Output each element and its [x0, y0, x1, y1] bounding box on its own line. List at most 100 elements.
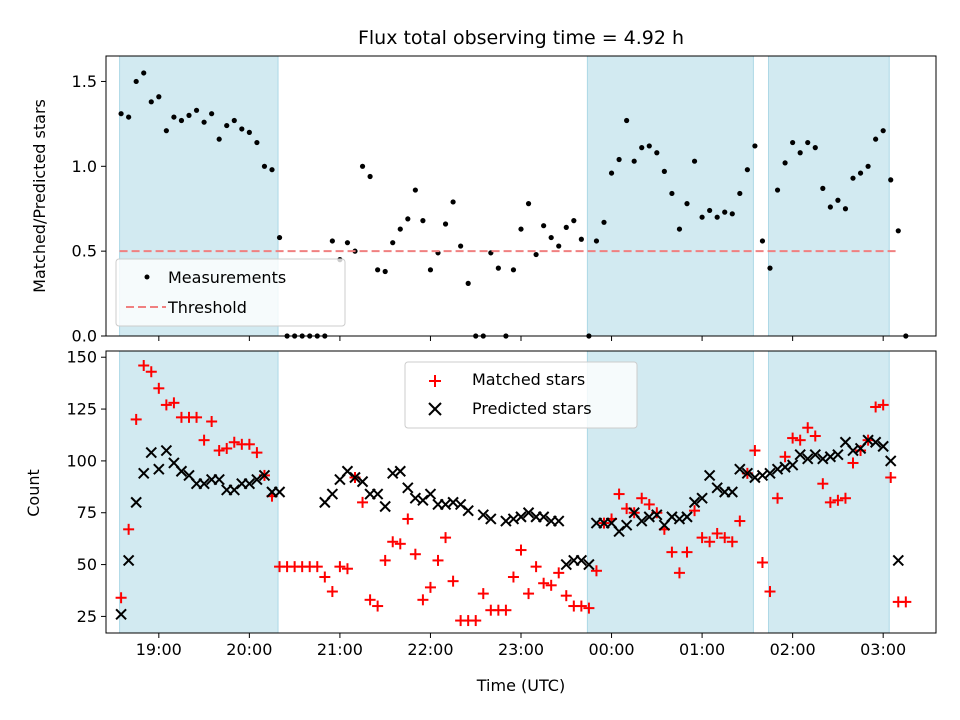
measurement-point [850, 175, 856, 181]
measurement-point [231, 117, 237, 124]
matched-point [847, 457, 859, 469]
measurement-point [495, 265, 501, 271]
measurement-point [156, 94, 162, 100]
measurement-point [714, 214, 720, 220]
measurement-point [126, 114, 132, 120]
predicted-point [553, 515, 565, 527]
predicted-point [371, 488, 384, 500]
measurement-point [616, 156, 622, 163]
matched-point [538, 577, 550, 589]
matched-point [364, 594, 376, 606]
matched-point [719, 532, 731, 544]
ratio-legend: Measurements Threshold [115, 258, 346, 327]
measurement-point [631, 158, 637, 164]
measurement-point [752, 143, 758, 149]
measurement-point [375, 267, 381, 273]
x-tick-label: 02:00 [770, 640, 816, 659]
shaded-interval-2 [767, 55, 890, 337]
measurement-point [873, 136, 879, 142]
matched-point [500, 604, 512, 616]
predicted-point [741, 467, 754, 480]
predicted-point [575, 554, 588, 567]
measurement-point [842, 206, 849, 212]
shaded-interval-2 [767, 350, 890, 634]
legend-matched-label: Matched stars [472, 370, 585, 389]
measurement-point [344, 240, 351, 246]
predicted-point [424, 488, 437, 500]
measurement-point [420, 218, 426, 224]
measurement-point [646, 143, 652, 149]
predicted-point [877, 440, 889, 453]
measurement-point [639, 145, 645, 151]
matched-point [900, 596, 912, 608]
measurement-point [178, 117, 185, 124]
measurement-point [359, 163, 366, 169]
x-tick-label: 00:00 [588, 640, 634, 659]
count-x-ticks: 19:00 20:00 21:00 22:00 23:00 00:00 01:00 02:00… [136, 633, 906, 659]
matched-point [334, 561, 346, 573]
matched-point [523, 588, 535, 600]
predicted-point [711, 482, 723, 494]
matched-point [251, 447, 263, 459]
y-tick-label: 75 [77, 503, 97, 522]
predicted-point [394, 465, 406, 477]
measurement-point [141, 70, 147, 76]
matched-point [885, 471, 897, 483]
predicted-point [326, 488, 339, 500]
predicted-point [213, 473, 225, 486]
matched-point [711, 527, 723, 539]
ratio-panel: 0.0 0.5 1.0 1.5 Flux total observing time =… [30, 27, 937, 346]
legend-predicted-marker [428, 402, 442, 416]
matched-point [447, 575, 459, 587]
ratio-y-axis-label: Matched/Predicted stars [30, 99, 49, 293]
predicted-point [251, 473, 263, 486]
predicted-point [537, 511, 550, 523]
matched-point [666, 546, 678, 558]
matched-point [417, 594, 429, 606]
legend-predicted-label: Predicted stars [472, 399, 592, 418]
predicted-point [130, 496, 142, 509]
measurement-point [669, 190, 675, 197]
predicted-point [703, 469, 716, 482]
matched-point [213, 445, 225, 457]
matched-point [726, 536, 738, 548]
measurement-point [382, 268, 388, 275]
measurement-point [427, 267, 434, 273]
matched-point [545, 579, 557, 591]
matched-point [877, 399, 889, 411]
y-tick-label: 50 [77, 555, 97, 574]
measurement-point [737, 190, 743, 197]
ratio-shaded-intervals [119, 55, 890, 337]
measurement-point [888, 177, 894, 183]
legend-measurements-marker [144, 274, 150, 280]
measurement-point [450, 199, 456, 205]
matched-point [402, 513, 414, 525]
measurement-point [767, 265, 773, 271]
matched-point [470, 615, 482, 627]
measurement-point [442, 221, 449, 227]
matched-point [794, 434, 806, 446]
y-tick-label: 1.0 [72, 157, 97, 176]
matched-point [160, 399, 172, 411]
measurement-point [676, 226, 683, 232]
measurement-point [458, 243, 464, 249]
matched-point [379, 554, 391, 566]
measurement-point [224, 122, 230, 129]
measurement-point [563, 224, 569, 230]
matched-point [372, 600, 384, 612]
measurement-point [133, 78, 139, 85]
matched-point [123, 523, 135, 535]
y-tick-label: 1.5 [72, 72, 97, 91]
predicted-point [560, 558, 572, 571]
matched-point [409, 548, 421, 560]
ratio-x-ticks [158, 336, 884, 341]
measurement-point [412, 187, 418, 193]
measurement-point [261, 163, 268, 169]
measurement-point [397, 226, 403, 232]
x-tick-label: 23:00 [498, 640, 544, 659]
legend-threshold-label: Threshold [167, 298, 247, 317]
predicted-point [477, 509, 489, 521]
measurement-point [239, 126, 245, 132]
predicted-point [153, 463, 165, 475]
x-tick-label: 20:00 [226, 640, 272, 659]
